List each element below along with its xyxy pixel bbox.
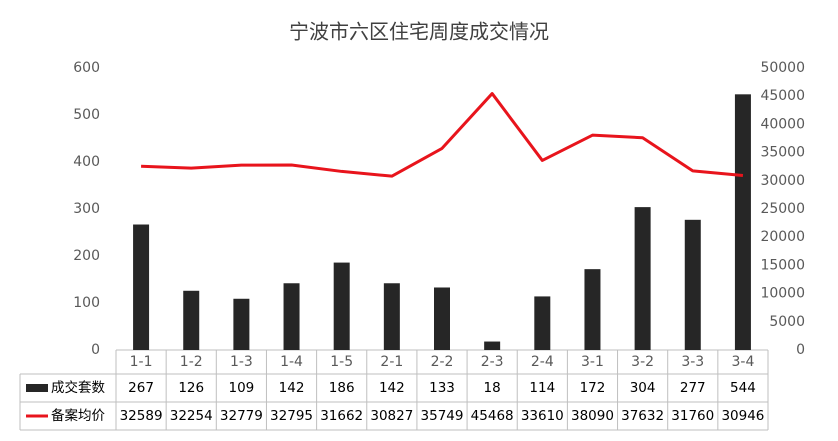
x-tick-label: 2-1 [380, 354, 403, 370]
table-cell: 133 [429, 380, 455, 396]
y-tick-label: 200 [73, 248, 100, 264]
table-cell: 32795 [270, 408, 313, 424]
y-tick-label: 500 [73, 107, 100, 123]
bar [434, 287, 450, 350]
table-cell: 109 [228, 380, 254, 396]
y-tick-label: 0 [91, 342, 100, 358]
table-cell: 30946 [721, 408, 764, 424]
table-cell: 45468 [471, 408, 514, 424]
bar [534, 296, 551, 350]
x-tick-label: 3-3 [681, 354, 704, 370]
bar [584, 269, 601, 350]
table-cell: 18 [484, 380, 501, 396]
x-tick-label: 1-5 [330, 354, 353, 370]
y-tick-label: 300 [73, 201, 100, 217]
y2-tick-label: 40000 [760, 116, 805, 132]
table-cell: 267 [128, 380, 154, 396]
y2-tick-label: 0 [796, 342, 805, 358]
bar [383, 283, 400, 350]
bar [634, 207, 651, 350]
bar [283, 283, 300, 350]
table-cell: 38090 [571, 408, 614, 424]
x-tick-label: 1-1 [130, 354, 153, 370]
x-tick-label: 3-4 [731, 354, 754, 370]
table-cell: 32254 [170, 408, 213, 424]
y2-tick-label: 25000 [760, 201, 805, 217]
table-cell: 37632 [621, 408, 664, 424]
y2-tick-label: 20000 [760, 229, 805, 245]
x-tick-label: 1-3 [230, 354, 253, 370]
x-tick-label: 2-4 [531, 354, 554, 370]
bar [233, 298, 250, 350]
table-cell: 142 [379, 380, 405, 396]
legend-label: 备案均价 [51, 407, 105, 424]
bar [133, 224, 150, 350]
y2-tick-label: 30000 [760, 173, 805, 189]
table-cell: 33610 [521, 408, 564, 424]
bar [183, 290, 200, 350]
y2-tick-label: 5000 [769, 314, 805, 330]
x-tick-label: 1-2 [180, 354, 203, 370]
bar [684, 219, 701, 350]
x-tick-label: 3-1 [581, 354, 604, 370]
y-tick-label: 400 [73, 154, 100, 170]
table-cell: 186 [329, 380, 355, 396]
y-tick-label: 600 [73, 60, 100, 76]
table-cell: 172 [580, 380, 606, 396]
table-cell: 32779 [220, 408, 263, 424]
table-cell: 31760 [671, 408, 714, 424]
table-cell: 277 [680, 380, 706, 396]
table-cell: 304 [630, 380, 656, 396]
legend-label: 成交套数 [51, 379, 105, 396]
bar [734, 94, 751, 350]
table-cell: 32589 [120, 408, 163, 424]
y2-tick-label: 45000 [760, 88, 805, 104]
y2-tick-label: 50000 [760, 60, 805, 76]
x-tick-label: 1-4 [280, 354, 303, 370]
legend-swatch [26, 384, 48, 392]
bar [333, 262, 350, 350]
x-tick-label: 2-3 [481, 354, 504, 370]
table-cell: 544 [730, 380, 756, 396]
line [141, 92, 744, 178]
table-cell: 30827 [370, 408, 413, 424]
table-cell: 35749 [421, 408, 464, 424]
y2-tick-label: 10000 [760, 286, 805, 302]
y2-tick-label: 35000 [760, 145, 805, 161]
x-tick-label: 3-2 [631, 354, 654, 370]
y2-tick-label: 15000 [760, 257, 805, 273]
y-tick-label: 100 [73, 295, 100, 311]
table-cell: 142 [279, 380, 305, 396]
table-cell: 126 [178, 380, 204, 396]
table-cell: 31662 [320, 408, 363, 424]
chart-title: 宁波市六区住宅周度成交情况 [289, 20, 549, 44]
x-tick-label: 2-2 [431, 354, 454, 370]
table-cell: 114 [529, 380, 555, 396]
bar [484, 341, 501, 350]
